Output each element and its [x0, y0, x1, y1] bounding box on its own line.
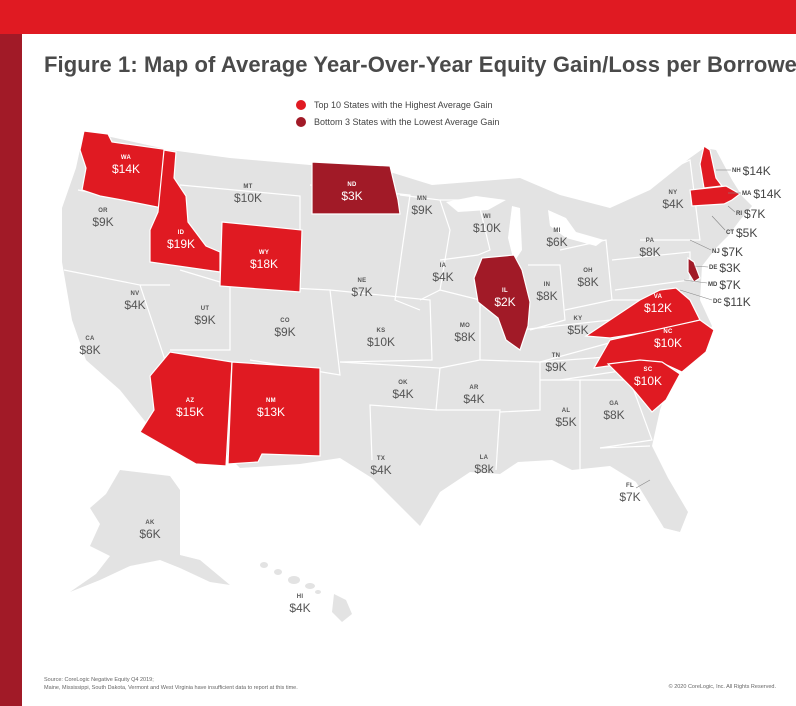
header-bar [0, 0, 796, 34]
state-label-ak: AK $6K [139, 520, 161, 541]
state-hi-shape [260, 562, 352, 622]
state-label-ar: AR $4K [463, 385, 485, 406]
state-label-co: CO $9K [274, 318, 296, 339]
legend-item-bottom3: Bottom 3 States with the Lowest Average … [296, 113, 499, 130]
legend-item-top10: Top 10 States with the Highest Average G… [296, 96, 499, 113]
state-label-mt: MT $10K [233, 184, 263, 205]
state-label-de: DE $3K [709, 261, 741, 275]
state-label-ri: RI $7K [736, 207, 766, 221]
footer-source: Source: CoreLogic Negative Equity Q4 201… [44, 677, 298, 693]
state-nm [227, 361, 321, 465]
state-nc [592, 319, 715, 373]
state-label-wa: WA $14K [111, 155, 141, 176]
state-label-la: LA $8k [474, 455, 494, 476]
state-label-nc: NC $10K [653, 329, 683, 350]
state-label-mn: MN $9K [411, 196, 433, 217]
legend-label-bottom3: Bottom 3 States with the Lowest Average … [314, 116, 500, 127]
state-label-oh: OH $8K [577, 268, 599, 289]
state-label-wi: WI $10K [472, 214, 502, 235]
state-de [687, 256, 701, 283]
state-wy [219, 221, 303, 293]
state-label-in: IN $8K [536, 282, 558, 303]
state-label-pa: PA $8K [639, 238, 661, 259]
state-label-ne: NE $7K [351, 278, 373, 299]
state-label-nv: NV $4K [124, 291, 146, 312]
state-label-dc: DC $11K [713, 295, 751, 309]
lake-michigan [508, 206, 522, 262]
state-label-va: VA $12K [643, 294, 673, 315]
state-label-ct: CT $5K [726, 226, 758, 240]
state-label-ma: MA $14K [742, 187, 782, 201]
state-il [473, 254, 531, 351]
legend-dot-top10 [296, 99, 306, 110]
state-label-wy: WY $18K [249, 250, 279, 271]
state-label-ia: IA $4K [432, 263, 454, 284]
state-wa [79, 130, 171, 209]
state-label-il: IL $2K [494, 288, 516, 309]
state-label-hi: HI $4K [289, 594, 311, 615]
legend: Top 10 States with the Highest Average G… [296, 96, 499, 130]
state-va [584, 287, 701, 339]
state-id [149, 149, 221, 273]
state-label-nd: ND $3K [341, 182, 363, 203]
legend-dot-bottom3 [296, 116, 306, 127]
state-label-ga: GA $8K [603, 401, 625, 422]
state-label-ks: KS $10K [366, 328, 396, 349]
state-label-id: ID $19K [166, 230, 196, 251]
footer-note-line: Maine, Mississippi, South Dakota, Vermon… [44, 684, 298, 691]
state-label-al: AL $5K [555, 408, 577, 429]
state-label-nm: NM $13K [256, 398, 286, 419]
state-sc [606, 359, 681, 413]
footer-source-line: Source: CoreLogic Negative Equity Q4 201… [44, 677, 154, 683]
state-ma [689, 185, 742, 207]
state-label-mo: MO $8K [454, 323, 476, 344]
state-nd [311, 161, 401, 215]
state-label-tx: TX $4K [370, 456, 392, 477]
state-label-nh: NH $14K [732, 164, 771, 178]
footer-copyright: © 2020 CoreLogic, Inc. All Rights Reserv… [668, 684, 776, 690]
state-label-ca: CA $8K [79, 336, 101, 357]
state-label-ut: UT $9K [194, 306, 216, 327]
legend-label-top10: Top 10 States with the Highest Average G… [314, 99, 493, 110]
state-label-tn: TN $9K [545, 353, 567, 374]
state-label-az: AZ $15K [175, 398, 205, 419]
state-label-ok: OK $4K [392, 380, 414, 401]
state-label-nj: NJ $7K [712, 245, 744, 259]
state-label-ny: NY $4K [662, 190, 684, 211]
state-ak-shape [70, 470, 230, 592]
state-label-mi: MI $6K [546, 228, 568, 249]
side-band [0, 34, 22, 706]
state-label-md: MD $7K [708, 278, 741, 292]
figure-title: Figure 1: Map of Average Year-Over-Year … [44, 52, 796, 77]
state-label-or: OR $9K [92, 208, 114, 229]
lake-huron-erie [548, 210, 604, 246]
callout-leader-lines [635, 169, 741, 489]
state-label-fl: FL $7K [619, 483, 641, 504]
state-label-ky: KY $5K [567, 316, 589, 337]
state-label-sc: SC $10K [633, 367, 663, 388]
